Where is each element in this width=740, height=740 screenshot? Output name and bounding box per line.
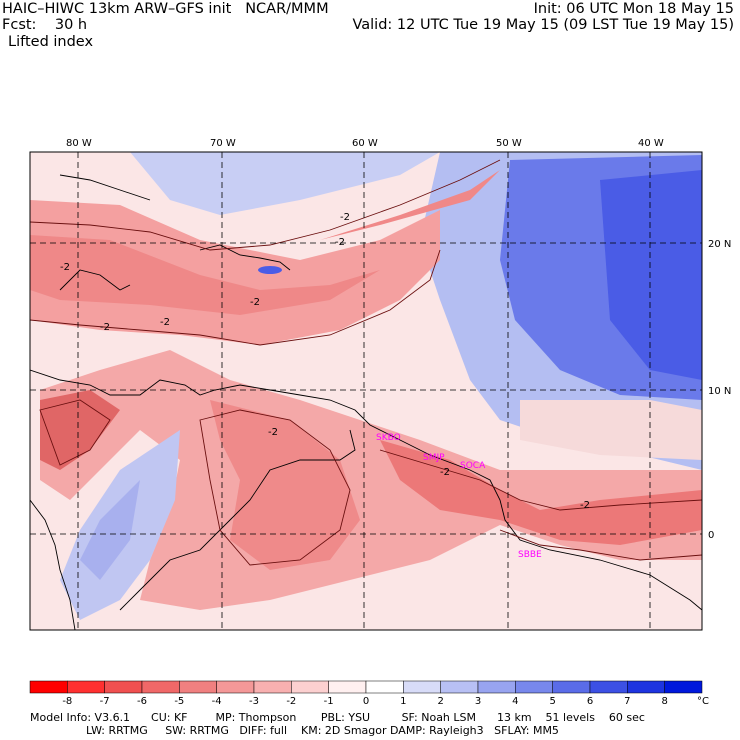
lon-label: 50 W: [496, 138, 522, 149]
colorbar-swatch: [179, 680, 217, 694]
graticule: [30, 152, 702, 630]
contour-label: -2: [440, 467, 450, 478]
model-info-line1: Model Info: V3.6.1 CU: KF MP: Thompson P…: [30, 711, 645, 724]
colorbar-tick-label: -5: [174, 696, 184, 707]
colorbar-tick-label: 0: [363, 696, 369, 707]
lat-labels: 20 N 10 N 0: [708, 239, 731, 541]
init-time: Init: 06 UTC Mon 18 May 15: [533, 1, 734, 17]
contour-label: -2: [580, 500, 590, 511]
station-label: SMJP: [423, 453, 445, 463]
colorbar-tick-label: 8: [661, 696, 667, 707]
colorbar-tick-label: -8: [62, 696, 72, 707]
station-label: SOCA: [460, 461, 486, 471]
contour-label: -2: [268, 427, 278, 438]
colorbar-swatch: [29, 680, 68, 694]
lat-label: 20 N: [708, 239, 731, 250]
colorbar-swatch: [216, 680, 255, 694]
station-label: SKBO: [376, 433, 401, 443]
lon-labels: 80 W 70 W 60 W 50 W 40 W: [66, 138, 664, 149]
colorbar-tick-label: -1: [324, 696, 334, 707]
colorbar-tick-label: -4: [212, 696, 222, 707]
colorbar-swatch: [440, 680, 479, 694]
colorbar-unit: °C: [697, 696, 709, 707]
colorbar-swatch: [664, 680, 703, 694]
field-name: Lifted index: [8, 34, 94, 50]
colorbar-tick-label: -7: [100, 696, 110, 707]
colorbar-tick-label: -6: [137, 696, 147, 707]
forecast-hour: Fcst: 30 h: [2, 17, 88, 33]
colorbar-tick-label: 2: [437, 696, 443, 707]
contour-label: -2: [60, 262, 70, 273]
colorbar-tick-label: 5: [549, 696, 555, 707]
contour-label: -2: [250, 297, 260, 308]
colorbar-swatch: [589, 680, 628, 694]
map-field: [30, 152, 702, 630]
colorbar-tick-label: 1: [400, 696, 406, 707]
colorbar-swatch: [552, 680, 591, 694]
lon-label: 80 W: [66, 138, 92, 149]
stations: SKBO SMJP SOCA SBBE: [376, 433, 542, 560]
contour-label: -2: [335, 237, 345, 248]
colorbar: -8 -7 -6 -5 -4 -3 -2 -1 0 1 2 3 4 5 6 7 8: [29, 680, 703, 707]
coastlines: [30, 174, 702, 630]
colorbar-tick-label: -2: [286, 696, 296, 707]
colorbar-tick-label: 7: [624, 696, 630, 707]
colorbar-swatch: [67, 680, 105, 694]
contour-label: -2: [160, 317, 170, 328]
colorbar-swatch: [104, 680, 143, 694]
map-frame: [29, 151, 703, 631]
valid-time: Valid: 12 UTC Tue 19 May 15 (09 LST Tue …: [352, 17, 734, 33]
colorbar-tick-label: -3: [249, 696, 259, 707]
colorbar-swatch: [365, 680, 404, 694]
contour-labels: -2 -2 -2 -2 -2 -2 -2 -2 -2: [60, 212, 590, 511]
colorbar-swatch: [328, 680, 367, 694]
colorbar-swatch: [403, 680, 441, 694]
contour-label: -2: [340, 212, 350, 223]
contours: [30, 159, 702, 566]
colorbar-swatch: [291, 680, 329, 694]
lon-label: 70 W: [210, 138, 236, 149]
colorbar-tick-label: 3: [475, 696, 481, 707]
colorbar-swatch: [141, 680, 180, 694]
colorbar-swatch: [253, 680, 292, 694]
contour-label: -2: [100, 322, 110, 333]
colorbar-tick-label: 6: [587, 696, 593, 707]
station-label: SBBE: [518, 550, 542, 560]
lon-label: 60 W: [352, 138, 378, 149]
lat-label: 0: [708, 530, 714, 541]
model-info-line2: LW: RRTMG SW: RRTMG DIFF: full KM: 2D Sm…: [30, 724, 559, 737]
colorbar-swatch: [477, 680, 516, 694]
run-title: HAIC–HIWC 13km ARW–GFS init NCAR/MMM: [2, 1, 329, 17]
lon-label: 40 W: [638, 138, 664, 149]
lat-label: 10 N: [708, 386, 731, 397]
colorbar-tick-label: 4: [512, 696, 518, 707]
colorbar-swatch: [515, 680, 553, 694]
colorbar-swatch: [627, 680, 665, 694]
